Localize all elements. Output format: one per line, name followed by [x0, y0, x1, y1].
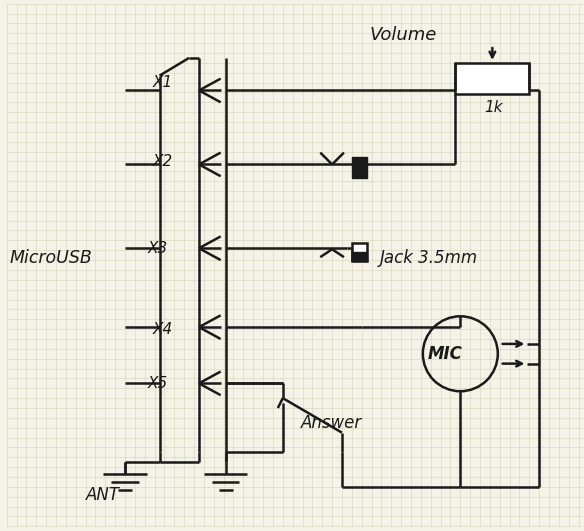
Text: X1: X1 — [152, 75, 173, 90]
Text: 1k: 1k — [484, 100, 503, 115]
Text: X5: X5 — [148, 376, 168, 391]
Text: Jack 3.5mm: Jack 3.5mm — [380, 249, 478, 267]
Text: MicroUSB: MicroUSB — [10, 249, 92, 267]
Bar — [352, 243, 367, 261]
Text: MIC: MIC — [428, 345, 463, 363]
Bar — [352, 157, 367, 178]
Bar — [352, 252, 367, 261]
Text: ANT: ANT — [86, 486, 120, 504]
Text: X2: X2 — [152, 154, 173, 169]
Text: X3: X3 — [148, 241, 168, 256]
Bar — [352, 243, 367, 261]
Text: Volume: Volume — [370, 26, 437, 44]
Bar — [456, 63, 529, 95]
Text: Answer: Answer — [301, 414, 362, 432]
Text: X4: X4 — [152, 322, 173, 337]
